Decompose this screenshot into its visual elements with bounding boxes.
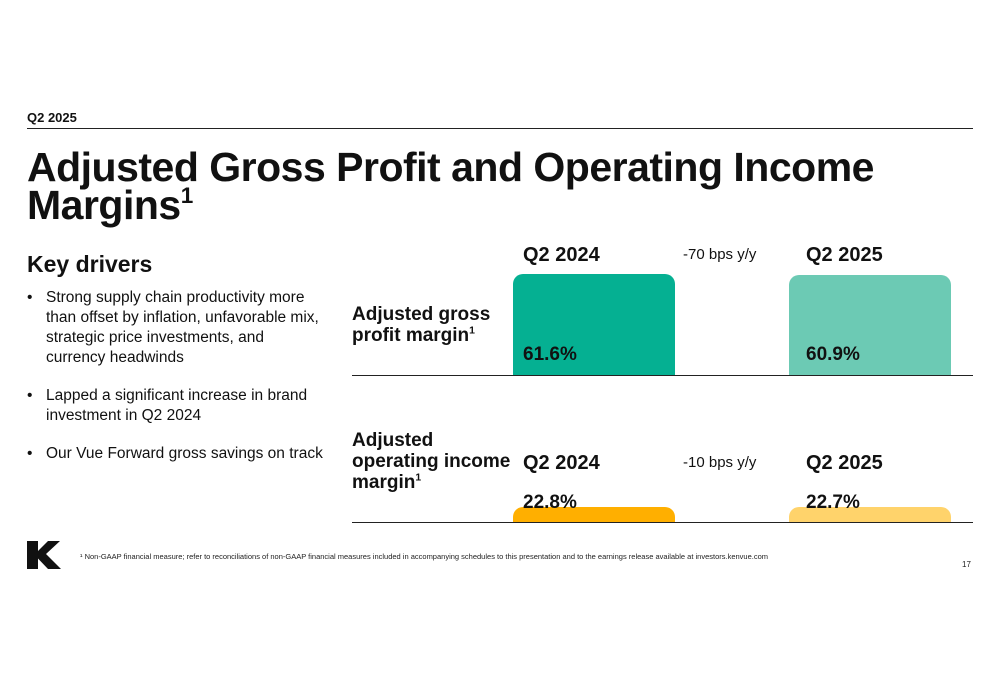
footnote: ¹ Non-GAAP financial measure; refer to r… <box>80 552 769 561</box>
gross-col-head-q2-2025: Q2 2025 <box>806 244 883 266</box>
page-number: 17 <box>962 560 971 569</box>
operating-margin-label-text: Adjusted operating income margin <box>352 430 511 493</box>
operating-margin-footnote-marker: 1 <box>415 472 422 484</box>
key-driver-text: Our Vue Forward gross savings on track <box>46 445 323 462</box>
operating-margin-bar-q2-2024 <box>513 507 675 522</box>
operating-col-head-q2-2025: Q2 2025 <box>806 452 883 474</box>
bullet-dot: • <box>27 445 33 462</box>
gross-margin-value-q2-2025: 60.9% <box>806 344 860 365</box>
gross-margin-value-q2-2024: 61.6% <box>523 344 577 365</box>
gross-margin-change: -70 bps y/y <box>683 246 757 263</box>
bullet-dot: • <box>27 387 33 404</box>
key-driver-text: Strong supply chain productivity more th… <box>46 289 319 366</box>
operating-margin-baseline <box>352 522 973 523</box>
key-drivers-heading: Key drivers <box>27 251 153 277</box>
operating-col-head-q2-2024: Q2 2024 <box>523 452 600 474</box>
gross-margin-footnote-marker: 1 <box>469 325 475 337</box>
operating-margin-row-label: Adjusted operating income margin1 <box>352 430 512 493</box>
kenvue-logo: K <box>27 541 61 569</box>
operating-margin-change: -10 bps y/y <box>683 454 757 471</box>
gross-margin-row-label: Adjusted gross profit margin1 <box>352 304 512 346</box>
page-title-text: Adjusted Gross Profit and Operating Inco… <box>27 144 874 228</box>
bullet-dot: • <box>27 289 33 306</box>
key-drivers-list: • Strong supply chain productivity more t… <box>27 288 327 482</box>
gross-margin-bar-q2-2024 <box>513 274 675 375</box>
gross-col-head-q2-2024: Q2 2024 <box>523 244 600 266</box>
gross-margin-label-text: Adjusted gross profit margin <box>352 304 491 346</box>
page-title: Adjusted Gross Profit and Operating Inco… <box>27 147 927 226</box>
operating-margin-value-q2-2025: 22.7% <box>806 492 860 513</box>
key-driver-item: • Strong supply chain productivity more t… <box>27 288 327 368</box>
key-driver-item: • Lapped a significant increase in brand … <box>27 386 327 426</box>
gross-margin-bar-q2-2025 <box>789 275 951 375</box>
key-driver-item: • Our Vue Forward gross savings on track <box>27 444 327 464</box>
title-footnote-marker: 1 <box>180 183 194 209</box>
operating-margin-bar-q2-2025 <box>789 507 951 522</box>
key-driver-text: Lapped a significant increase in brand i… <box>46 387 308 424</box>
section-label: Q2 2025 <box>27 110 77 125</box>
gross-margin-baseline <box>352 375 973 376</box>
header-divider <box>27 128 973 129</box>
operating-margin-value-q2-2024: 22.8% <box>523 492 577 513</box>
